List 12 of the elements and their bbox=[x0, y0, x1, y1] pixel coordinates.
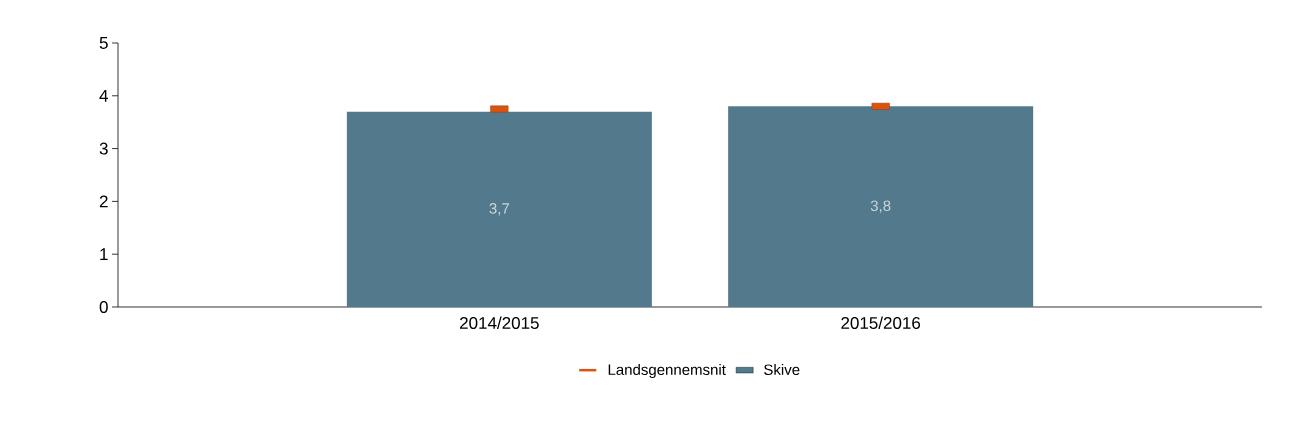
legend-label: Skive bbox=[764, 363, 800, 375]
y-tick-label: 5 bbox=[99, 37, 108, 49]
data-label: 3,8 bbox=[870, 200, 891, 213]
y-tick-label: 2 bbox=[99, 195, 108, 208]
y-tick-label: 1 bbox=[100, 248, 108, 261]
x-tick-label: 2014/2015 bbox=[460, 316, 539, 330]
data-label: 3,7 bbox=[489, 203, 510, 216]
y-tick-label: 4 bbox=[99, 89, 108, 102]
y-tick-label: 0 bbox=[99, 300, 108, 314]
legend-label: Landsgennemsnit bbox=[608, 363, 726, 378]
y-tick-label: 3 bbox=[99, 142, 108, 155]
x-tick-label: 2015/2016 bbox=[841, 316, 921, 330]
